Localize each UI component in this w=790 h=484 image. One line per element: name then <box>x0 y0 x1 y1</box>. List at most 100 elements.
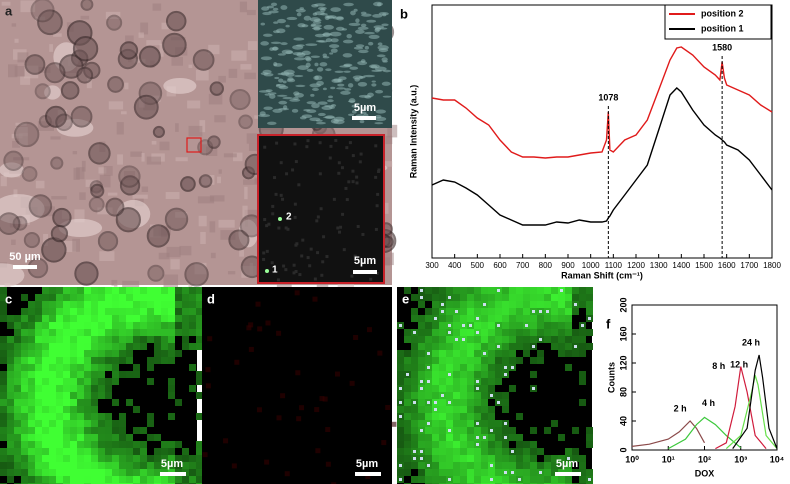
green-pixel <box>70 287 77 294</box>
green-pixel <box>42 322 49 329</box>
green-pixel <box>182 294 189 301</box>
green-pixel <box>175 322 182 329</box>
green-pixel <box>196 469 203 476</box>
green-pixel <box>460 413 467 420</box>
green-pixel <box>196 455 203 462</box>
green-pixel <box>425 336 432 343</box>
green-pixel <box>77 371 84 378</box>
green-pixel <box>488 336 495 343</box>
dark-texture <box>377 168 381 172</box>
speck <box>448 373 451 376</box>
green-pixel <box>70 308 77 315</box>
green-pixel <box>161 322 168 329</box>
sem-texture <box>363 74 376 78</box>
panel-label: a <box>5 3 13 18</box>
green-pixel <box>460 315 467 322</box>
green-pixel <box>147 413 154 420</box>
sem-texture <box>260 41 269 46</box>
cell <box>119 41 139 60</box>
green-pixel <box>154 308 161 315</box>
green-pixel <box>537 357 544 364</box>
green-pixel <box>495 469 502 476</box>
green-pixel <box>91 455 98 462</box>
green-pixel <box>42 427 49 434</box>
green-pixel <box>432 441 439 448</box>
sem-texture <box>346 33 352 39</box>
green-pixel <box>161 287 168 294</box>
dark-texture <box>313 277 317 281</box>
cell <box>192 49 215 71</box>
green-pixel <box>404 413 411 420</box>
green-pixel <box>460 455 467 462</box>
green-pixel <box>474 413 481 420</box>
histogram-curve <box>732 354 778 449</box>
green-pixel <box>453 455 460 462</box>
dark-texture <box>374 144 378 148</box>
green-pixel <box>21 308 28 315</box>
x-tick-label: 900 <box>561 261 575 270</box>
green-pixel <box>509 476 516 483</box>
green-pixel <box>161 476 168 483</box>
texture <box>214 115 226 123</box>
green-pixel <box>21 336 28 343</box>
green-pixel <box>140 476 147 483</box>
green-pixel <box>453 371 460 378</box>
red-speck <box>248 322 254 328</box>
green-pixel <box>84 322 91 329</box>
texture <box>247 41 258 51</box>
series-label: 2 h <box>674 403 687 413</box>
green-pixel <box>49 434 56 441</box>
green-pixel <box>460 406 467 413</box>
green-pixel <box>56 476 63 483</box>
green-pixel <box>35 315 42 322</box>
green-pixel <box>551 294 558 301</box>
green-pixel <box>119 343 126 350</box>
scale-bar-label: 5µm <box>556 458 578 470</box>
green-pixel <box>49 399 56 406</box>
green-pixel <box>474 448 481 455</box>
sem-texture <box>301 24 309 28</box>
texture <box>208 93 223 105</box>
green-pixel <box>418 357 425 364</box>
red-speck <box>299 405 305 411</box>
speck <box>420 457 423 460</box>
green-pixel <box>14 329 21 336</box>
green-pixel <box>579 336 586 343</box>
green-pixel <box>467 399 474 406</box>
green-pixel <box>495 420 502 427</box>
cell <box>229 88 251 111</box>
green-pixel <box>502 427 509 434</box>
green-pixel <box>63 287 70 294</box>
green-pixel <box>77 427 84 434</box>
green-pixel <box>49 378 56 385</box>
cell <box>162 32 187 58</box>
green-pixel <box>488 406 495 413</box>
sem-texture <box>297 65 309 70</box>
green-pixel <box>418 420 425 427</box>
green-pixel <box>537 301 544 308</box>
sem-texture <box>363 106 370 110</box>
green-pixel <box>411 392 418 399</box>
green-pixel <box>495 294 502 301</box>
green-pixel <box>495 448 502 455</box>
green-pixel <box>411 462 418 469</box>
red-speck <box>205 383 211 389</box>
green-pixel <box>42 406 49 413</box>
texture <box>125 35 134 44</box>
green-pixel <box>453 469 460 476</box>
green-pixel <box>126 469 133 476</box>
green-pixel <box>56 336 63 343</box>
green-pixel <box>397 364 404 371</box>
green-pixel <box>49 392 56 399</box>
green-pixel <box>586 308 593 315</box>
sem-texture <box>330 38 339 43</box>
sem-texture <box>353 46 364 50</box>
speck <box>490 429 493 432</box>
speck <box>511 471 514 474</box>
dark-texture <box>270 261 274 265</box>
sem-texture <box>330 86 336 90</box>
green-pixel <box>105 287 112 294</box>
green-pixel <box>467 476 474 483</box>
green-pixel <box>460 343 467 350</box>
green-pixel <box>502 357 509 364</box>
